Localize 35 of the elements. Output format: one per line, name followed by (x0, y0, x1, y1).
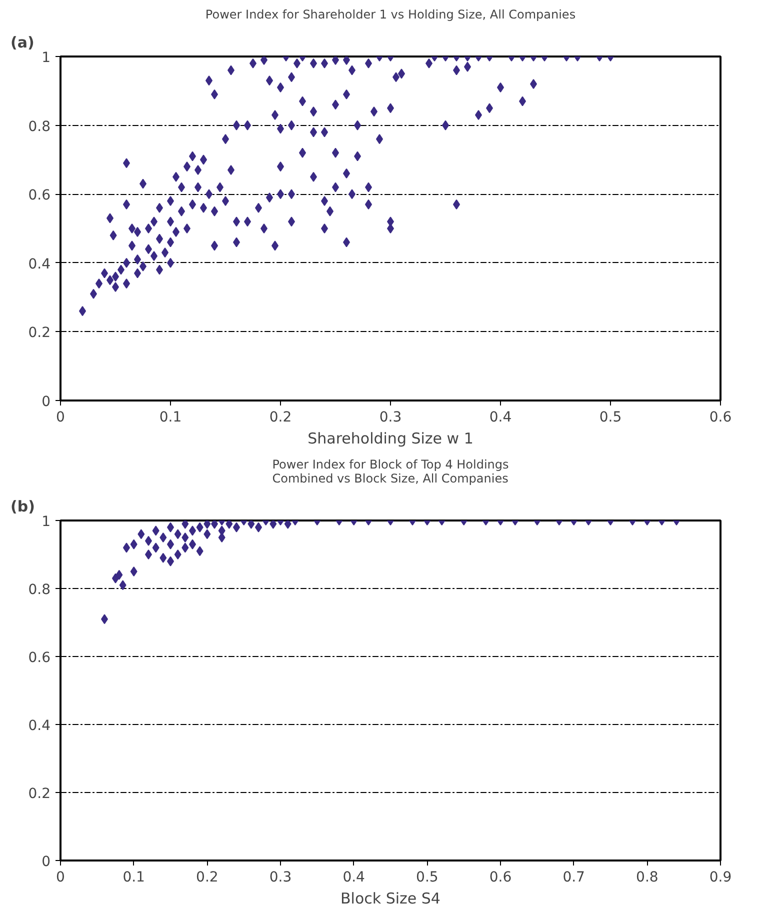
y-tick-label: 0.6 (28, 650, 51, 666)
x-axis-title: Shareholding Size w 1 (308, 430, 474, 448)
x-tick-label: 0.3 (269, 870, 292, 886)
x-tick-label: 0.3 (379, 410, 402, 426)
x-tick-label: 0.4 (489, 410, 512, 426)
x-tick-label: 0.2 (269, 410, 292, 426)
x-tick-label: 0.6 (489, 870, 512, 886)
x-tick-label: 0.5 (599, 410, 622, 426)
text: (b) (10, 498, 35, 516)
x-tick-label: 0.4 (342, 870, 366, 886)
x-tick-label: 0.6 (709, 410, 732, 426)
y-tick-label: 0.8 (28, 118, 50, 135)
y-tick-label: 0.6 (28, 188, 51, 204)
y-tick-label: 1 (42, 514, 51, 530)
x-tick-label: 0.9 (709, 870, 732, 886)
x-tick-label: 0.2 (196, 870, 218, 886)
y-tick-label: 0.4 (28, 718, 51, 734)
x-tick-label: 0.8 (636, 870, 658, 886)
x-tick-label: 0.7 (562, 870, 585, 886)
y-tick-label: 1 (42, 50, 51, 66)
y-tick-label: 0 (42, 394, 51, 410)
x-tick-label: 0.5 (416, 870, 438, 886)
y-tick-label: 0.2 (28, 786, 50, 802)
x-tick-label: 0 (56, 410, 65, 426)
y-tick-label: 0.8 (28, 582, 50, 598)
chart-title: Power Index for Shareholder 1 vs Holding Size, All Companies (205, 8, 576, 22)
x-tick-label: 0.1 (159, 410, 182, 426)
y-tick-label: 0 (42, 854, 51, 870)
x-tick-label: 0 (56, 870, 65, 886)
text: (a) (10, 34, 34, 52)
x-tick-label: 0.1 (122, 870, 145, 886)
y-tick-label: 0.2 (28, 325, 50, 342)
chart-title: Power Index for Block of Top 4 Holdings Combined vs Block Size, All Companies (272, 458, 509, 486)
x-axis-title: Block Size S4 (340, 890, 440, 908)
y-tick-label: 0.4 (28, 256, 51, 272)
